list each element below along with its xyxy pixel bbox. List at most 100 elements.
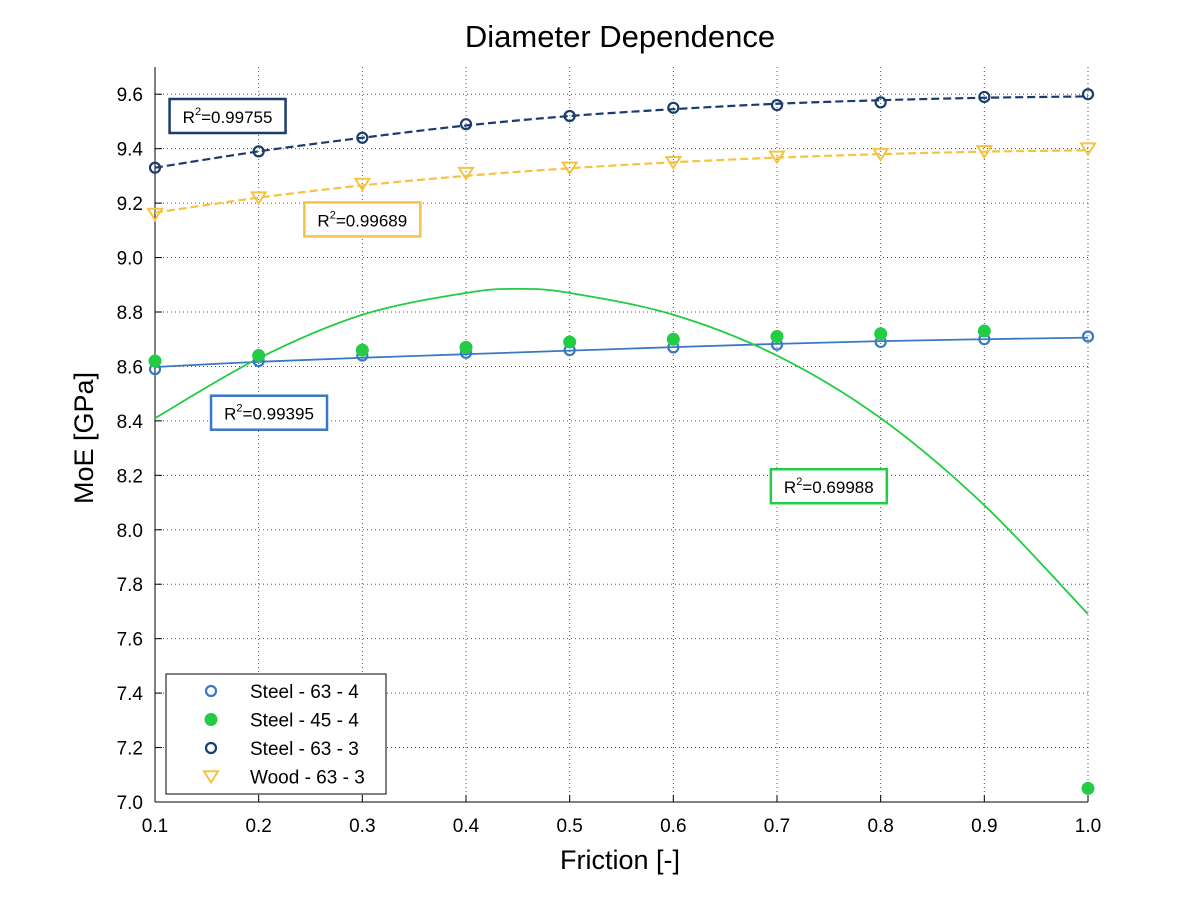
x-tick-label: 0.6 — [660, 816, 686, 837]
x-axis-label: Friction [-] — [560, 845, 680, 875]
point-series-1 — [252, 349, 266, 363]
y-tick-label: 9.6 — [117, 85, 143, 106]
axes: 0.1 0.2 0.3 0.4 0.5 0.6 0.7 0.8 0.9 1.0 7.0 7.2 7.4 7… — [117, 67, 1101, 837]
x-tick-label: 0.2 — [245, 816, 271, 837]
r-squared-box-frame — [168, 97, 287, 135]
data-points — [146, 88, 1097, 795]
y-tick-label: 9.4 — [117, 140, 144, 161]
point-series-1 — [563, 335, 577, 349]
y-tick-label: 8.8 — [117, 303, 143, 324]
r-label: R — [224, 405, 236, 424]
chart-title: Diameter Dependence — [465, 19, 775, 54]
fit-line-series-1 — [154, 287, 1089, 615]
point-series-1 — [355, 343, 369, 357]
legend-label: Wood - 63 - 3 — [250, 768, 365, 789]
point-series-3 — [353, 177, 372, 192]
r-label: R — [183, 108, 195, 127]
r-squared-box: R2=0.99395 — [209, 394, 329, 431]
r-label: R — [784, 478, 796, 497]
x-tick-label: 1.0 — [1075, 816, 1101, 837]
y-tick-label: 8.2 — [117, 466, 143, 487]
r-squared-box: R2=0.99689 — [303, 201, 422, 238]
y-tick-label: 7.6 — [117, 630, 143, 651]
y-tick-label: 8.6 — [117, 357, 143, 378]
point-series-3 — [975, 145, 994, 160]
point-series-1 — [770, 330, 784, 343]
legend-label: Steel - 63 - 4 — [250, 682, 359, 703]
point-series-1 — [148, 354, 162, 368]
r-superscript: 2 — [195, 106, 201, 118]
r-squared-box-frame — [303, 201, 422, 238]
fit-line-series-3 — [154, 149, 1089, 214]
point-series-2 — [770, 99, 784, 112]
r-label: R — [317, 211, 329, 230]
point-series-1 — [459, 340, 473, 354]
legend-label: Steel - 63 - 3 — [250, 739, 359, 760]
point-series-2 — [148, 161, 162, 174]
r-squared-box: R2=0.69988 — [769, 467, 889, 505]
point-series-0 — [1081, 330, 1095, 343]
x-tick-label: 0.9 — [971, 816, 997, 837]
point-series-2 — [667, 101, 680, 114]
fit-line-series-2 — [154, 95, 1089, 169]
x-tick-label: 0.7 — [764, 816, 790, 837]
r-value: =0.99395 — [243, 405, 314, 424]
point-series-2 — [1081, 88, 1095, 101]
r-squared-box: R2=0.99755 — [168, 97, 287, 135]
point-series-1 — [977, 324, 991, 338]
point-series-3 — [871, 147, 890, 162]
r-squared-box-frame — [769, 467, 889, 505]
x-tick-label: 0.8 — [867, 816, 893, 837]
point-series-1 — [1081, 781, 1095, 795]
r-squared-box-frame — [209, 394, 329, 431]
fit-line-series-0 — [154, 336, 1089, 368]
r-superscript: 2 — [796, 476, 802, 488]
x-tick-label: 0.1 — [142, 816, 168, 837]
point-series-1 — [666, 332, 680, 346]
legend-marker — [202, 770, 220, 785]
y-tick-label: 7.4 — [117, 684, 144, 705]
r-value: =0.69988 — [802, 478, 873, 497]
y-tick-label: 7.0 — [117, 793, 143, 814]
point-series-1 — [874, 327, 888, 341]
point-series-2 — [459, 118, 473, 131]
x-tick-label: 0.4 — [453, 816, 480, 837]
legend-label: Steel - 45 - 4 — [250, 711, 359, 732]
y-tick-label: 7.8 — [117, 575, 143, 596]
r-value: =0.99689 — [336, 211, 407, 230]
y-tick-label: 9.2 — [117, 194, 143, 215]
point-series-2 — [252, 145, 265, 158]
legend-marker — [204, 684, 218, 698]
legend-box — [165, 673, 387, 795]
r-value: =0.99755 — [201, 108, 272, 127]
r-superscript: 2 — [236, 403, 242, 415]
r-squared-text: R2=0.69988 — [784, 476, 874, 497]
y-axis-label: MoE [GPa] — [69, 372, 99, 504]
x-tick-label: 0.5 — [556, 816, 582, 837]
y-tick-label: 7.2 — [117, 739, 143, 760]
point-series-2 — [563, 109, 576, 123]
point-series-3 — [768, 150, 786, 165]
r-squared-text: R2=0.99755 — [183, 106, 273, 127]
y-tick-label: 8.4 — [117, 412, 144, 433]
legend-marker — [204, 741, 218, 755]
point-series-3 — [249, 191, 268, 206]
point-series-2 — [356, 131, 369, 144]
point-series-3 — [664, 156, 683, 171]
y-tick-label: 9.0 — [117, 249, 143, 270]
r-squared-text: R2=0.99395 — [224, 403, 314, 424]
r-squared-text: R2=0.99689 — [317, 209, 407, 230]
y-tick-label: 8.0 — [117, 521, 143, 542]
r-superscript: 2 — [330, 209, 336, 221]
legend-marker — [204, 713, 218, 726]
point-series-3 — [1079, 142, 1097, 157]
point-series-3 — [560, 161, 579, 176]
point-series-3 — [457, 166, 475, 182]
fit-lines — [154, 95, 1089, 615]
point-series-3 — [146, 207, 164, 222]
point-series-2 — [978, 90, 991, 104]
legend: Steel - 63 - 4 Steel - 45 - 4 Steel - 63 -… — [165, 673, 387, 795]
x-tick-label: 0.3 — [349, 816, 375, 837]
